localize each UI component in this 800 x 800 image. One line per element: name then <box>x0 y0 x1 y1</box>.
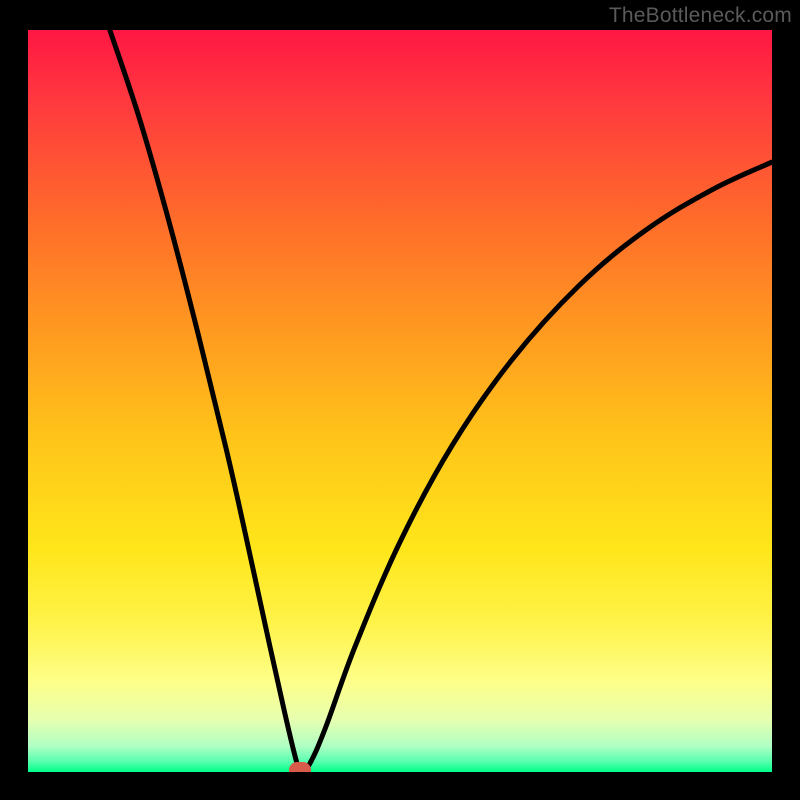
vertex-marker <box>289 762 311 772</box>
bottleneck-curve <box>28 30 772 772</box>
plot-area <box>28 30 772 772</box>
watermark-text: TheBottleneck.com <box>609 4 792 28</box>
chart-frame: TheBottleneck.com <box>0 0 800 800</box>
